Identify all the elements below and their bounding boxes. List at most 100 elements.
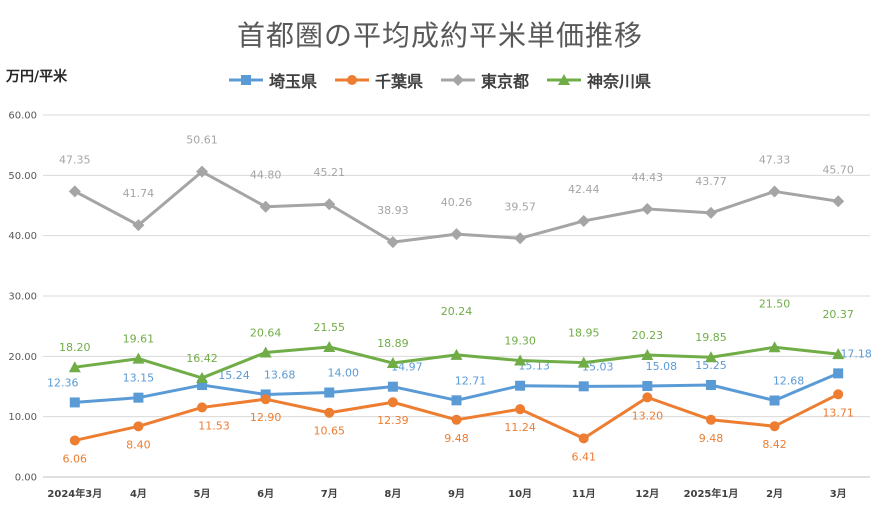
data-point-kanagawa bbox=[450, 348, 463, 360]
data-point-chiba bbox=[833, 389, 844, 400]
x-tick-label: 4月 bbox=[130, 488, 147, 500]
data-label-kanagawa: 19.30 bbox=[504, 335, 536, 348]
data-label-chiba: 6.41 bbox=[571, 450, 596, 463]
data-label-chiba: 8.40 bbox=[126, 438, 151, 451]
data-label-tokyo: 43.77 bbox=[695, 175, 727, 188]
data-label-tokyo: 50.61 bbox=[186, 134, 218, 147]
data-label-tokyo: 40.26 bbox=[441, 196, 473, 209]
data-point-tokyo bbox=[68, 185, 81, 198]
data-point-kanagawa bbox=[68, 361, 81, 373]
chart-title: 首都圏の平均成約平米単価推移 bbox=[236, 19, 643, 52]
data-point-tokyo bbox=[768, 185, 781, 198]
legend-marker-kanagawa bbox=[547, 74, 582, 85]
data-label-saitama: 15.24 bbox=[218, 369, 250, 382]
data-point-tokyo bbox=[132, 219, 145, 232]
data-point-kanagawa bbox=[323, 340, 336, 352]
legend-point bbox=[346, 75, 357, 85]
data-label-kanagawa: 16.42 bbox=[186, 352, 218, 365]
data-point-kanagawa bbox=[259, 346, 272, 358]
legend-item-tokyo: 東京都 bbox=[441, 68, 529, 92]
data-label-chiba: 9.48 bbox=[444, 432, 469, 445]
data-label-saitama: 15.25 bbox=[695, 359, 727, 372]
legend-label-saitama: 埼玉県 bbox=[268, 72, 317, 91]
legend-marker-tokyo bbox=[441, 74, 475, 86]
x-tick-label: 2月 bbox=[766, 488, 783, 500]
data-label-saitama: 15.08 bbox=[646, 360, 678, 373]
data-point-chiba bbox=[642, 392, 653, 403]
data-point-tokyo bbox=[196, 165, 209, 178]
y-tick-label: 20.00 bbox=[8, 352, 37, 363]
x-tick-label: 11月 bbox=[572, 488, 596, 500]
data-point-chiba bbox=[769, 421, 780, 432]
data-point-chiba bbox=[197, 402, 208, 413]
data-label-tokyo: 47.35 bbox=[59, 153, 91, 166]
data-label-saitama: 15.13 bbox=[518, 360, 550, 373]
y-tick-label: 40.00 bbox=[8, 231, 37, 242]
data-label-tokyo: 45.21 bbox=[314, 166, 346, 179]
y-tick-label: 10.00 bbox=[8, 412, 37, 423]
data-point-chiba bbox=[578, 433, 589, 444]
legend-item-saitama: 埼玉県 bbox=[228, 68, 317, 92]
data-label-kanagawa: 20.23 bbox=[632, 329, 664, 342]
data-label-saitama: 13.68 bbox=[264, 368, 296, 381]
x-tick-label: 10月 bbox=[508, 488, 532, 500]
data-label-tokyo: 45.70 bbox=[822, 163, 854, 176]
data-label-chiba: 11.53 bbox=[198, 419, 230, 432]
x-tick-label: 12月 bbox=[635, 488, 659, 500]
data-label-kanagawa: 18.95 bbox=[568, 327, 600, 340]
x-tick-label: 2025年1月 bbox=[684, 487, 739, 500]
legend-marker-saitama bbox=[228, 75, 263, 85]
data-label-saitama: 17.18 bbox=[840, 347, 872, 360]
data-point-saitama bbox=[769, 395, 780, 406]
data-point-saitama bbox=[705, 379, 716, 390]
data-label-saitama: 15.03 bbox=[582, 360, 614, 373]
data-point-saitama bbox=[833, 368, 844, 379]
data-label-kanagawa: 18.89 bbox=[377, 337, 409, 350]
data-point-saitama bbox=[642, 381, 653, 392]
data-point-tokyo bbox=[832, 195, 845, 208]
x-tick-label: 7月 bbox=[321, 488, 338, 500]
data-label-kanagawa: 19.85 bbox=[695, 331, 727, 344]
data-label-chiba: 10.65 bbox=[314, 425, 346, 438]
data-point-kanagawa bbox=[132, 352, 145, 364]
data-point-chiba bbox=[260, 394, 271, 405]
y-axis-unit: 万円/平米 bbox=[6, 69, 68, 85]
data-point-tokyo bbox=[514, 232, 527, 245]
data-point-tokyo bbox=[386, 236, 399, 249]
legend-label-chiba: 千葉県 bbox=[374, 72, 423, 91]
x-tick-label: 5月 bbox=[194, 488, 211, 500]
data-point-chiba bbox=[133, 421, 144, 432]
data-label-kanagawa: 20.37 bbox=[822, 308, 854, 321]
data-point-chiba bbox=[705, 414, 716, 425]
y-tick-label: 60.00 bbox=[8, 111, 37, 122]
data-point-chiba bbox=[324, 407, 335, 418]
data-point-saitama bbox=[451, 395, 462, 406]
data-point-tokyo bbox=[641, 202, 654, 215]
x-tick-label: 2024年3月 bbox=[47, 487, 102, 500]
data-point-kanagawa bbox=[641, 348, 654, 360]
legend-marker-chiba bbox=[334, 75, 369, 85]
x-tick-label: 8月 bbox=[384, 488, 401, 500]
data-label-tokyo: 42.44 bbox=[568, 183, 600, 196]
data-label-tokyo: 41.74 bbox=[123, 187, 155, 200]
data-label-kanagawa: 19.61 bbox=[123, 333, 155, 346]
data-point-saitama bbox=[197, 380, 208, 391]
legend: 埼玉県 千葉県 東京都 神奈川県 bbox=[0, 68, 880, 92]
data-label-chiba: 13.20 bbox=[632, 409, 664, 422]
legend-item-chiba: 千葉県 bbox=[334, 68, 423, 92]
data-label-kanagawa: 21.55 bbox=[314, 321, 346, 334]
data-point-kanagawa bbox=[514, 354, 527, 366]
data-point-tokyo bbox=[323, 198, 336, 211]
data-point-saitama bbox=[133, 392, 144, 403]
data-point-saitama bbox=[387, 381, 398, 392]
legend-point bbox=[452, 74, 464, 86]
data-point-tokyo bbox=[577, 214, 590, 227]
data-label-chiba: 8.42 bbox=[762, 438, 787, 451]
x-tick-label: 3月 bbox=[830, 488, 847, 500]
data-label-tokyo: 47.33 bbox=[759, 153, 791, 166]
data-label-kanagawa: 18.20 bbox=[59, 341, 91, 354]
data-point-tokyo bbox=[259, 200, 272, 213]
data-label-chiba: 6.06 bbox=[63, 452, 88, 465]
data-label-chiba: 11.24 bbox=[504, 421, 536, 434]
data-label-chiba: 13.71 bbox=[822, 406, 854, 419]
